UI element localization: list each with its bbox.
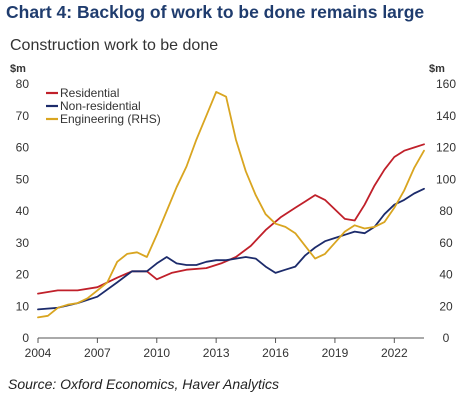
y-left-tick-label: 0 <box>22 331 29 345</box>
y-left-tick-label: 20 <box>16 268 30 282</box>
y-right-tick-label: 80 <box>439 204 453 218</box>
y-right-tick-label: 160 <box>436 77 456 91</box>
y-right-tick-label: 20 <box>439 299 453 313</box>
y-left-tick-label: 70 <box>16 109 30 123</box>
y-right-tick-label: 40 <box>439 268 453 282</box>
x-tick-label: 2004 <box>25 346 52 360</box>
y-left-tick-label: 10 <box>16 299 30 313</box>
series-line-non-residential <box>37 187 425 311</box>
x-tick-label: 2019 <box>322 346 349 360</box>
x-tick-label: 2016 <box>262 346 289 360</box>
x-tick-label: 2010 <box>143 346 170 360</box>
y-right-tick-label: 120 <box>436 141 456 155</box>
x-tick-label: 2007 <box>84 346 111 360</box>
y-right-tick-label: 140 <box>436 109 456 123</box>
y-left-unit: $m <box>10 63 26 75</box>
y-right-tick-label: 0 <box>443 331 450 345</box>
legend-label-non-residential: Non-residential <box>60 99 141 113</box>
y-left-tick-label: 80 <box>16 77 30 91</box>
chart-title: Chart 4: Backlog of work to be done rema… <box>6 2 425 22</box>
y-right-unit: $m <box>429 63 445 75</box>
x-tick-label: 2022 <box>381 346 408 360</box>
y-left-tick-label: 50 <box>16 172 30 186</box>
y-right-tick-label: 100 <box>436 172 456 186</box>
y-left-tick-label: 30 <box>16 236 30 250</box>
x-tick-label: 2013 <box>203 346 230 360</box>
legend-label-engineering-rhs: Engineering (RHS) <box>60 112 161 126</box>
source-note: Source: Oxford Economics, Haver Analytic… <box>8 376 280 392</box>
chart-subtitle: Construction work to be done <box>10 37 219 54</box>
y-right-tick-label: 60 <box>439 236 453 250</box>
series-line-engineering-rhs <box>37 91 425 319</box>
series-line-residential <box>37 143 425 295</box>
legend-label-residential: Residential <box>60 86 119 100</box>
y-left-tick-label: 40 <box>16 204 30 218</box>
y-left-tick-label: 60 <box>16 141 30 155</box>
